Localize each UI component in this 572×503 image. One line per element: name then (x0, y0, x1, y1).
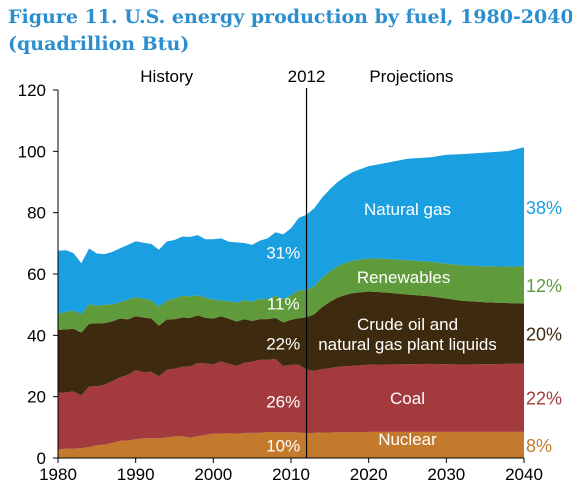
area-renewables (58, 258, 524, 333)
x-tick-label: 2030 (427, 465, 465, 484)
series-name-label-line: Crude oil and (357, 315, 458, 334)
share-2040-label: 8% (526, 436, 552, 456)
chart-title-line1: Figure 11. U.S. energy production by fue… (8, 6, 572, 28)
area-crude-oil-and-natural-gas-plant-liquids (58, 291, 524, 396)
y-tick-label: 60 (27, 265, 46, 284)
share-2040-label: 38% (526, 198, 562, 218)
share-2040-label: 20% (526, 324, 562, 344)
area-natural-gas (58, 147, 524, 315)
chart-title-line2: (quadrillion Btu) (8, 33, 190, 55)
x-tick-label: 1980 (39, 465, 77, 484)
share-2012-label: 26% (266, 392, 300, 411)
chart-title: Figure 11. U.S. energy production by fue… (8, 4, 572, 58)
annotation-group: 2012 History Projections Nuclear Coal Crude o… (140, 67, 562, 456)
y-tick-label: 80 (27, 204, 46, 223)
area-series-group (58, 147, 524, 458)
series-name-label: Renewables (357, 268, 451, 287)
y-tick-label: 40 (27, 326, 46, 345)
x-tick-label: 2020 (350, 465, 388, 484)
share-2012-label: 22% (266, 334, 300, 353)
x-tick-label: 1990 (117, 465, 155, 484)
share-2012-label: 10% (266, 437, 300, 456)
divider-year-label: 2012 (288, 67, 326, 86)
series-name-label: Nuclear (378, 430, 437, 449)
share-2040-label: 22% (526, 389, 562, 409)
share-2040-label: 12% (526, 276, 562, 296)
x-tick-label: 2010 (272, 465, 310, 484)
y-tick-label: 100 (18, 142, 46, 161)
series-name-label: Natural gas (364, 200, 451, 219)
area-coal (58, 358, 524, 450)
x-tick-label: 2000 (194, 465, 232, 484)
history-label: History (140, 67, 193, 86)
area-nuclear (58, 431, 524, 458)
y-tick-label: 20 (27, 388, 46, 407)
projections-label: Projections (369, 67, 453, 86)
x-tick-label: 2040 (505, 465, 543, 484)
y-tick-label: 120 (18, 81, 46, 100)
series-name-label: Crude oil and natural gas plant liquids (318, 315, 497, 354)
y-tick-label: 0 (37, 449, 46, 468)
share-2012-label: 11% (267, 295, 300, 314)
share-2012-label: 31% (266, 244, 300, 263)
series-name-label: Coal (390, 389, 425, 408)
series-name-label-line: natural gas plant liquids (318, 335, 497, 354)
